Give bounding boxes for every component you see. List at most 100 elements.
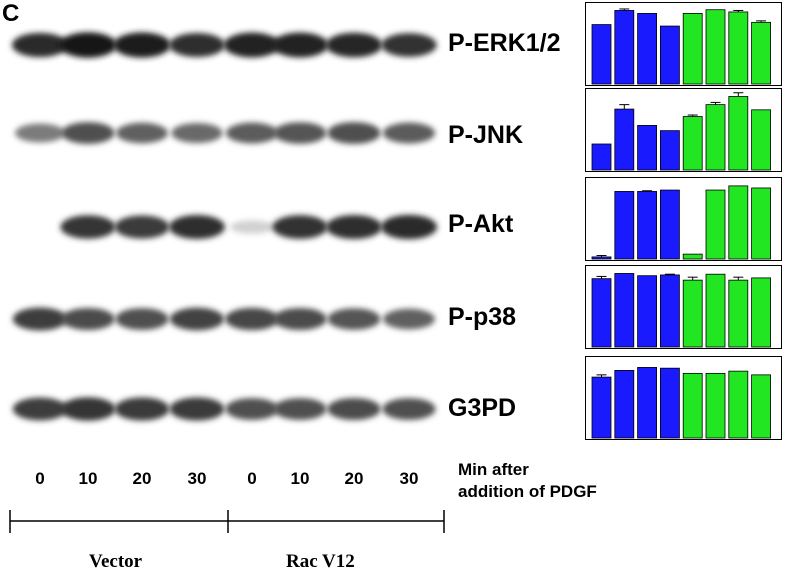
blot-band (326, 214, 382, 240)
blot-band (273, 307, 327, 331)
quant-chart-p-erk (585, 2, 782, 86)
blot-band (225, 307, 279, 331)
chart-bar (637, 191, 657, 260)
blot-band (327, 308, 381, 330)
group-label-vector: Vector (89, 551, 143, 572)
blot-band (60, 397, 116, 421)
blot-band (11, 32, 69, 58)
quant-chart-g3pd (585, 356, 782, 440)
chart-bar (591, 278, 612, 348)
chart-bar (682, 116, 703, 171)
lane-label: 30 (399, 469, 419, 488)
group-brackets (9, 510, 445, 533)
chart-bar (660, 25, 680, 85)
blot-strip-p-akt (0, 192, 450, 262)
lane-label: 0 (35, 469, 45, 488)
blot-band (325, 32, 383, 58)
chart-bar (728, 96, 749, 171)
protein-label-p-p38: P-p38 (448, 303, 517, 331)
chart-bar (705, 372, 726, 439)
chart-bar (637, 13, 657, 85)
chart-bar (591, 256, 612, 260)
chart-bar (705, 273, 726, 348)
chart-bar (728, 11, 749, 85)
chart-bar (637, 367, 657, 439)
blot-band (61, 307, 115, 331)
blot-band (382, 398, 436, 420)
chart-bar (751, 277, 772, 348)
chart-bar (728, 279, 749, 348)
time-axis-note-line: addition of PDGF (458, 482, 597, 501)
chart-bar (614, 191, 635, 260)
chart-bar (682, 279, 703, 348)
chart-bar (591, 143, 612, 171)
lane-label: 0 (247, 469, 257, 488)
chart-bar (705, 9, 726, 85)
chart-bar (591, 24, 612, 85)
chart-bar (660, 130, 680, 171)
blot-band (169, 32, 225, 58)
blot-band (59, 32, 117, 58)
protein-label-g3pd: G3PD (448, 394, 517, 422)
lane-label: 20 (344, 469, 364, 488)
blot-band (116, 122, 168, 144)
chart-bar (751, 374, 772, 439)
blot-band (12, 307, 68, 331)
blot-band (169, 307, 225, 331)
blot-band (271, 32, 329, 58)
blot-band (380, 214, 438, 240)
blot-band (61, 122, 115, 144)
time-axis-note-line: Min after (458, 460, 529, 479)
blot-band (60, 215, 116, 239)
blot-band (383, 308, 435, 330)
chart-bar (728, 370, 749, 439)
lane-label: 30 (187, 469, 207, 488)
blot-band (113, 32, 171, 58)
blot-band (381, 33, 437, 57)
chart-bar (751, 109, 772, 171)
chart-bar (614, 369, 635, 439)
blot-band (114, 397, 170, 421)
blot-strip-p-jnk (0, 98, 450, 168)
blot-band (272, 215, 328, 239)
chart-bar (660, 274, 680, 348)
blot-band (114, 215, 170, 239)
chart-bar (614, 10, 635, 85)
blot-band (15, 123, 65, 143)
lane-label: 10 (290, 469, 310, 488)
blot-band (273, 398, 327, 420)
blot-band (169, 397, 225, 421)
chart-bar (660, 367, 680, 439)
chart-bar (705, 104, 726, 171)
chart-bar (728, 185, 749, 260)
chart-bar (751, 21, 772, 85)
chart-bar (614, 108, 635, 171)
lane-label: 20 (132, 469, 152, 488)
blot-band (115, 308, 169, 330)
chart-bar (682, 13, 703, 85)
chart-bar (637, 275, 657, 348)
group-label-rac-v12: Rac V12 (286, 551, 355, 572)
quant-chart-p-jnk (585, 88, 782, 172)
protein-label-p-akt: P-Akt (448, 210, 514, 238)
chart-bar (682, 372, 703, 439)
blot-band (223, 32, 281, 58)
quant-chart-p-akt (585, 177, 782, 261)
blot-band (12, 397, 68, 421)
blot-band (225, 398, 279, 420)
blot-band (327, 122, 381, 144)
protein-label-p-erk: P-ERK1/2 (448, 29, 561, 57)
chart-bar (705, 189, 726, 260)
blot-band (273, 122, 327, 144)
chart-bar (660, 189, 680, 260)
blot-band (327, 397, 381, 421)
chart-bar (751, 187, 772, 260)
protein-label-p-jnk: P-JNK (448, 121, 524, 149)
blot-strip-p-p38 (0, 284, 450, 354)
chart-bar (682, 253, 703, 260)
lane-label: 10 (78, 469, 98, 488)
panel-letter: C (2, 0, 20, 27)
blot-band (230, 220, 274, 234)
chart-bar (637, 125, 657, 171)
